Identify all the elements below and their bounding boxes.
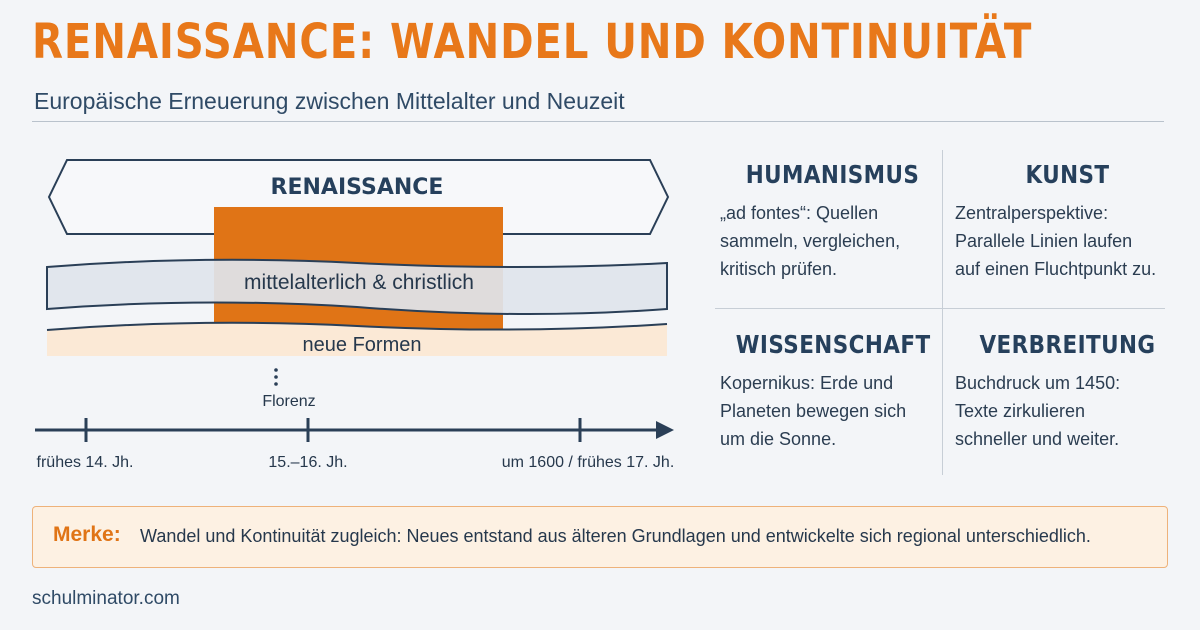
card-line: Kopernikus: Erde und: [720, 373, 894, 393]
merke-note-box: Merke: Wandel und Kontinuität zugleich: …: [32, 506, 1168, 568]
card-line: Parallele Linien laufen: [955, 231, 1133, 251]
card-line: Zentralperspektive:: [955, 203, 1109, 223]
renaissance-banner: [47, 159, 670, 235]
card-verbreitung: VERBREITUNG Buchdruck um 1450: Texte zir…: [955, 330, 1180, 453]
header-divider: [32, 121, 1164, 122]
florenz-marker-dot: [274, 368, 278, 372]
cards-horizontal-divider: [715, 308, 1165, 309]
cards-vertical-divider: [942, 150, 943, 475]
card-title: KUNST: [1025, 160, 1110, 189]
merke-label: Merke:: [53, 523, 121, 546]
florenz-marker-dot: [274, 375, 278, 379]
card-text: Zentralperspektive: Parallele Linien lau…: [955, 199, 1180, 283]
timeline-tick-label: 15.–16. Jh.: [268, 454, 347, 471]
card-text: Buchdruck um 1450: Texte zirkulieren sch…: [955, 369, 1180, 453]
card-line: auf einen Fluchtpunkt zu.: [955, 259, 1157, 279]
florenz-marker-dot: [274, 382, 278, 386]
renaissance-banner-label: RENAISSANCE: [271, 175, 444, 200]
new-forms-band-label: neue Formen: [303, 334, 422, 356]
card-line: Planeten bewegen sich: [720, 401, 907, 421]
page-subtitle: Europäische Erneuerung zwischen Mittelal…: [34, 88, 625, 114]
card-line: „ad fontes“: Quellen: [720, 203, 879, 223]
card-line: kritisch prüfen.: [720, 259, 838, 279]
card-title: WISSENSCHAFT: [735, 330, 931, 359]
page-title: RENAISSANCE: WANDEL UND KONTINUITÄT: [32, 14, 1033, 70]
merke-text: Wandel und Kontinuität zugleich: Neues e…: [140, 526, 1091, 546]
medieval-band: [46, 258, 668, 316]
card-line: sammeln, vergleichen,: [720, 231, 901, 251]
card-humanismus: HUMANISMUS „ad fontes“: Quellen sammeln,…: [720, 160, 945, 283]
timeline-tick-label: frühes 14. Jh.: [37, 454, 134, 471]
card-line: schneller und weiter.: [955, 429, 1120, 449]
medieval-band-label: mittelalterlich & christlich: [244, 271, 474, 294]
card-text: „ad fontes“: Quellen sammeln, vergleiche…: [720, 199, 945, 283]
card-line: um die Sonne.: [720, 429, 837, 449]
timeline-tick-label: um 1600 / frühes 17. Jh.: [502, 454, 675, 471]
renaissance-timeline-diagram: RENAISSANCE mittelalterlich & christlich…: [35, 159, 675, 471]
card-line: Texte zirkulieren: [955, 401, 1086, 421]
card-kunst: KUNST Zentralperspektive: Parallele Lini…: [955, 160, 1180, 283]
new-forms-band: [47, 322, 667, 356]
new-forms-band-edge: [46, 321, 668, 331]
footer-site-name: schulminator.com: [32, 588, 180, 609]
timeline-arrowhead: [656, 421, 674, 439]
card-line: Buchdruck um 1450:: [955, 373, 1121, 393]
card-text: Kopernikus: Erde und Planeten bewegen si…: [720, 369, 945, 453]
card-wissenschaft: WISSENSCHAFT Kopernikus: Erde und Planet…: [720, 330, 945, 453]
card-title: VERBREITUNG: [979, 330, 1156, 359]
florenz-marker-label: Florenz: [262, 393, 315, 410]
card-title: HUMANISMUS: [745, 160, 920, 189]
